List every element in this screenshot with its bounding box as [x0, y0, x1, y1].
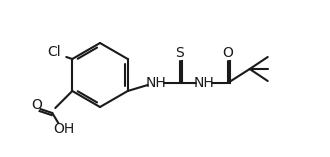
Text: O: O: [31, 98, 42, 112]
Text: O: O: [222, 46, 233, 60]
Text: OH: OH: [54, 122, 75, 136]
Text: NH: NH: [193, 76, 214, 90]
Text: S: S: [175, 46, 184, 60]
Text: NH: NH: [145, 76, 166, 90]
Text: Cl: Cl: [48, 45, 61, 59]
